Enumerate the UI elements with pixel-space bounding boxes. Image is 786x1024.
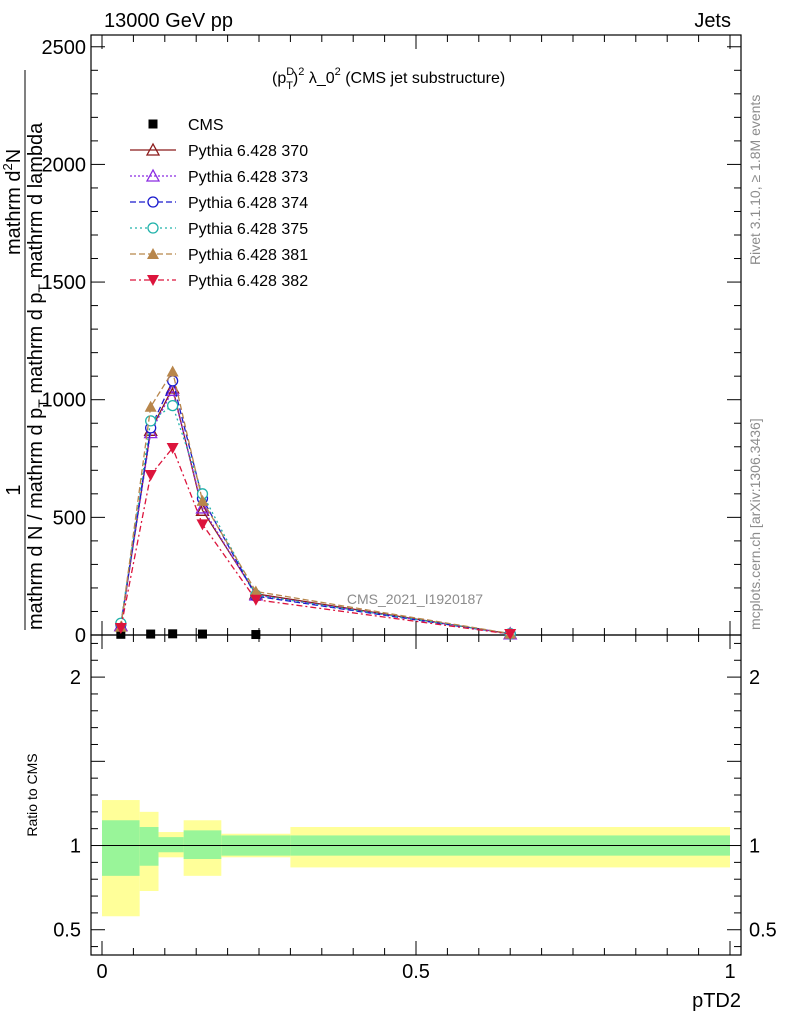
- y-label-denominator: mathrm d N / mathrm d pT mathrm d pT mat…: [25, 122, 51, 630]
- data-point: [166, 442, 179, 454]
- legend-marker: [147, 275, 159, 286]
- rivet-version-label: Rivet 3.1.10, ≥ 1.8M events: [747, 95, 763, 265]
- inner-band-0: [102, 820, 140, 876]
- data-point: [145, 415, 157, 427]
- y-tick-label: 1000: [42, 390, 87, 412]
- data-point: [197, 629, 207, 639]
- data-point: [249, 585, 262, 597]
- series-line: [120, 446, 511, 635]
- ratio-bands: [102, 800, 730, 917]
- data-point: [166, 399, 179, 412]
- ratio-tick-label-left: 0.5: [53, 920, 81, 942]
- data-point: [251, 630, 261, 640]
- inner-band-2: [158, 837, 184, 853]
- series-5: [114, 365, 517, 639]
- axis-ticks: [91, 35, 741, 955]
- legend-entry: Pythia 6.428 381: [130, 247, 308, 264]
- y-tick-label: 1500: [42, 272, 87, 294]
- data-point: [144, 400, 157, 412]
- ratio-tick-label-right: 0.5: [749, 920, 777, 942]
- legend-label: Pythia 6.428 375: [188, 221, 308, 238]
- series-line: [120, 369, 511, 635]
- jets-label: Jets: [694, 10, 731, 32]
- legend-entry: Pythia 6.428 374: [130, 195, 308, 212]
- y-label-inner-numerator: mathrm d2N: [0, 149, 25, 255]
- y-tick-label: 0: [75, 625, 86, 647]
- legend-marker: [145, 142, 161, 156]
- y-tick-label: 2000: [42, 154, 87, 176]
- legend-label: CMS: [188, 117, 224, 134]
- data-point: [195, 500, 210, 514]
- ratio-tick-label-right: 1: [749, 836, 760, 858]
- legend-label: Pythia 6.428 382: [188, 273, 308, 290]
- analysis-watermark: CMS_2021_I1920187: [347, 591, 483, 607]
- data-point: [168, 629, 178, 639]
- y-tick-labels: 0 500 1000 1500 2000 2500: [42, 37, 87, 647]
- data-point: [196, 494, 209, 506]
- x-tick-labels: 0 0.5 1: [96, 961, 735, 983]
- y-axis-label: 1 mathrm d N / mathrm d pT mathrm d pT m…: [0, 70, 51, 630]
- x-tick-label: 1: [724, 961, 735, 983]
- legend: CMS Pythia 6.428 370 Pythia 6.428 373 Pythi…: [130, 117, 308, 290]
- y-tick-label: 2500: [42, 37, 87, 59]
- legend-label: Pythia 6.428 381: [188, 247, 308, 264]
- data-point: [146, 629, 156, 639]
- energy-label: 13000 GeV pp: [104, 10, 233, 32]
- x-tick-label: 0: [96, 961, 107, 983]
- data-point: [196, 519, 209, 531]
- y-tick-label: 500: [53, 507, 86, 529]
- ratio-tick-label-left: 1: [70, 836, 81, 858]
- y-label-numerator-one: 1: [3, 484, 25, 495]
- legend-entry: Pythia 6.428 382: [130, 273, 308, 290]
- data-point: [249, 594, 262, 606]
- x-tick-label: 0.5: [402, 961, 430, 983]
- data-point: [504, 629, 517, 641]
- ratio-tick-label-left: 2: [70, 667, 81, 689]
- data-point: [165, 382, 180, 396]
- series-6: [114, 442, 517, 641]
- ratio-tick-labels: 0.5 0.5 1 1 2 2: [53, 667, 777, 942]
- data-point: [144, 470, 157, 481]
- legend-marker: [145, 168, 161, 182]
- x-axis-label: pTD2: [692, 990, 741, 1012]
- legend-label: Pythia 6.428 374: [188, 195, 308, 212]
- series-0: [116, 629, 515, 640]
- data-series: [113, 365, 518, 641]
- legend-marker: [147, 222, 159, 234]
- ratio-y-label: Ratio to CMS: [24, 753, 40, 836]
- legend-entry: Pythia 6.428 373: [130, 168, 308, 186]
- data-point: [116, 629, 126, 639]
- legend-entry: Pythia 6.428 370: [130, 142, 308, 160]
- data-point: [114, 622, 127, 634]
- inner-band-3: [183, 830, 222, 859]
- legend-marker: [147, 248, 159, 259]
- series-line: [120, 378, 511, 635]
- legend-entry: Pythia 6.428 375: [130, 221, 308, 238]
- inner-band-1: [139, 827, 159, 866]
- legend-label: Pythia 6.428 370: [188, 143, 308, 160]
- data-point: [195, 502, 210, 516]
- data-point: [166, 365, 179, 377]
- ratio-frame: [90, 634, 742, 956]
- legend-label: Pythia 6.428 373: [188, 169, 308, 186]
- ratio-tick-label-right: 2: [749, 667, 760, 689]
- chart-title: (pD T)2 λ_02 (CMS jet substructure): [272, 66, 505, 92]
- series-line: [120, 404, 511, 635]
- mcplots-url-label: mcplots.cern.ch [arXiv:1306.3436]: [747, 418, 763, 630]
- legend-marker: [148, 119, 158, 129]
- legend-marker: [147, 196, 159, 208]
- legend-entry: CMS: [148, 117, 224, 134]
